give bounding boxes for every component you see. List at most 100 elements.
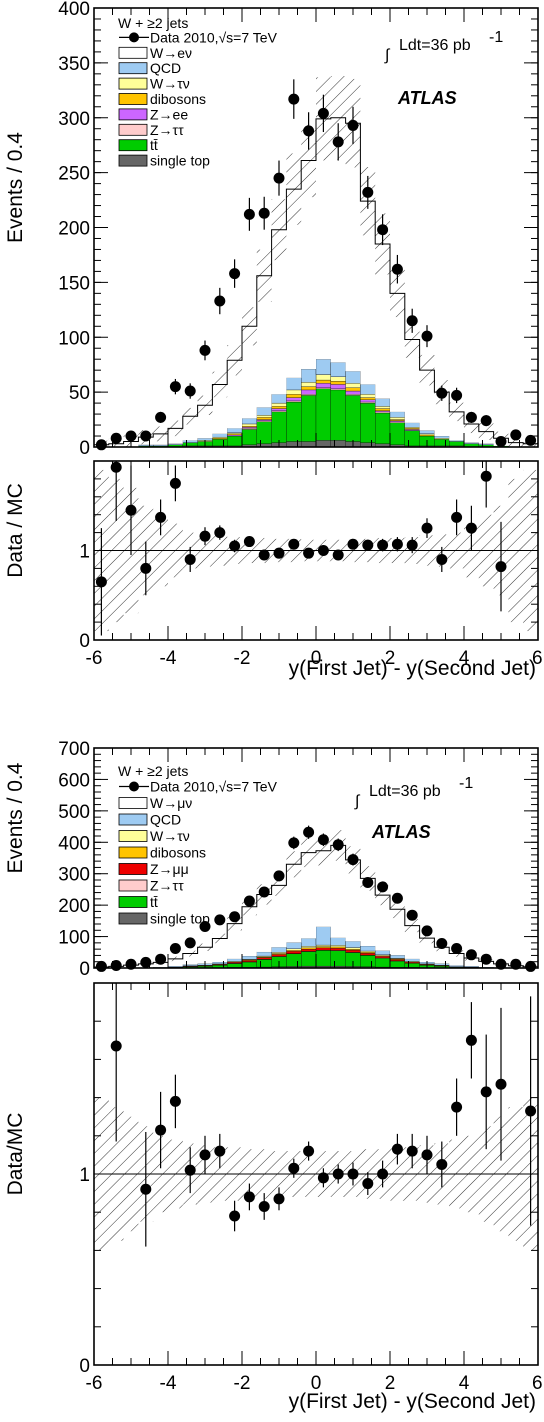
y-tick-label: 700 [58,739,90,760]
stack-bar [463,442,479,444]
stack-bar [182,442,198,447]
stack-bar [301,382,317,387]
ratio-point [243,1191,255,1203]
ratio-point [95,576,107,588]
stack-bar [271,394,287,404]
stack-bar [315,946,331,949]
stack-bar [315,383,331,388]
ratio-point [436,553,448,565]
data-point [184,937,196,949]
y-tick-label: 100 [58,328,90,349]
ratio-point [184,1164,196,1176]
ratio-point [125,504,137,516]
stack-bar [330,440,346,447]
stack-bar [315,947,331,951]
stack-bar [330,388,346,391]
mc-uncertainty-band [212,371,228,398]
stack-bar [212,439,228,447]
data-point [199,344,211,356]
ratio-point [332,1168,344,1180]
y-tick-label: 150 [58,273,90,294]
stack-bar [256,959,272,968]
stack-bar [375,410,391,413]
legend-label: dibosons [150,91,206,107]
stack-bar [315,950,331,967]
ratio-y-tick-label: 0 [79,631,90,652]
ratio-point [480,470,492,482]
x-tick-label: -4 [160,648,177,669]
y-tick-label: 0 [79,959,90,980]
lumi-label: Ldt=36 pb [369,783,441,800]
data-point [480,953,492,965]
stack-bar [301,947,317,950]
stack-bar [434,438,450,440]
data-point [436,387,448,399]
stack-bar [315,379,331,384]
legend-swatch [118,879,148,892]
stack-bar [389,417,405,420]
legend-swatch [118,77,148,90]
ratio-axis-title: Data/MC [4,1113,27,1196]
stack-bar [330,376,346,382]
stack-bar [301,395,317,442]
y-tick-label: 500 [58,802,90,823]
stack-bar [345,383,361,388]
x-tick-label: -4 [160,1373,177,1394]
stack-bar [315,926,331,946]
stack-bar [212,938,228,963]
legend-swatch [118,93,148,105]
data-point [155,411,167,423]
stack-bar [404,429,420,431]
legend-swatch [118,46,148,59]
stack-bar [286,397,302,402]
stack-bar [271,885,287,948]
data-point [525,960,537,972]
mc-uncertainty-band [390,900,405,919]
mc-uncertainty-band [301,838,316,868]
data-point [243,895,255,907]
stack-bar [434,947,450,964]
stack-bar [227,435,243,447]
ratio-point [303,547,315,559]
data-point [362,186,374,198]
stack-bar [286,389,302,395]
data-point [377,881,389,893]
stack-bar [389,421,405,424]
y-tick-label: 400 [58,0,90,20]
data-point [199,921,211,933]
ratio-point [169,477,181,489]
ratio-point [214,1145,226,1157]
mc-uncertainty-band [197,943,213,951]
stack-bar [389,419,405,421]
stack-bar [360,394,376,398]
stack-bar [449,440,465,442]
data-point [391,263,403,275]
data-point [288,837,300,849]
data-point [465,411,477,423]
stack-bar [330,945,346,948]
stack-bar [360,953,376,956]
x-tick-label: 4 [459,648,470,669]
x-tick-label: 4 [459,1373,470,1394]
ratio-point [199,1149,211,1161]
stack-bar [404,963,420,968]
data-point [347,854,359,866]
ratio-point [243,536,255,548]
data-point [406,909,418,921]
stack-bar [404,428,420,430]
stack-bar [330,950,346,967]
mc-uncertainty-band [182,407,198,425]
legend-marker [129,781,139,792]
stack-bar [286,441,302,447]
stack-bar [256,415,272,418]
stack-bar [271,402,287,407]
stack-bar [360,201,376,385]
stack-bar [212,961,228,965]
stack-bar [360,397,376,400]
data-point [362,877,374,889]
data-point [184,385,196,397]
y-tick-label: 300 [58,865,90,886]
data-point [391,892,403,904]
legend-swatch [118,123,148,136]
